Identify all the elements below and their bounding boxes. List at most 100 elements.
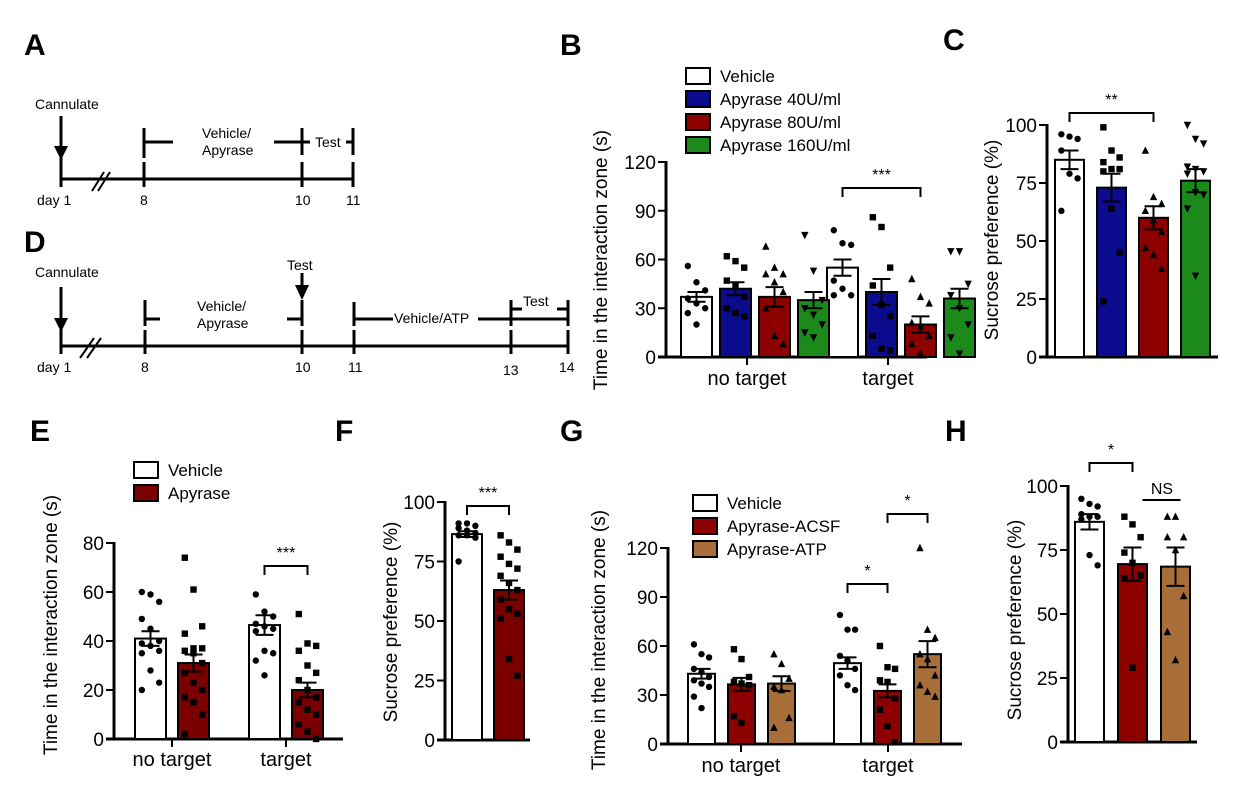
- data-point: [723, 305, 731, 312]
- x-category-label: no target: [702, 755, 781, 777]
- x-category-label: no target: [133, 749, 212, 771]
- data-point: [312, 735, 320, 743]
- data-point: [1086, 551, 1093, 559]
- legend-swatch: [692, 494, 718, 512]
- data-point: [925, 331, 933, 340]
- data-point: [844, 626, 851, 633]
- data-point: [1179, 591, 1188, 600]
- timeline-d: [59, 273, 570, 359]
- y-tick-label: 25: [1037, 669, 1058, 690]
- data-point: [269, 613, 277, 620]
- data-point: [698, 680, 705, 687]
- data-point: [505, 655, 513, 663]
- data-point: [1157, 264, 1166, 273]
- data-point: [1191, 272, 1200, 280]
- data-point: [878, 223, 885, 231]
- significance-label: *: [1108, 442, 1114, 459]
- data-point: [851, 686, 859, 694]
- y-tick-label: 40: [83, 632, 104, 653]
- y-tick-label: 60: [635, 251, 656, 272]
- data-point: [147, 591, 154, 598]
- data-point: [497, 572, 504, 579]
- data-point: [1100, 298, 1107, 305]
- data-point: [908, 318, 916, 327]
- bar: [248, 624, 281, 741]
- legend-swatch: [692, 517, 718, 535]
- data-point: [252, 620, 260, 628]
- data-point: [198, 686, 206, 694]
- data-point: [923, 687, 932, 695]
- data-point: [693, 279, 700, 286]
- data-point: [1078, 495, 1085, 502]
- data-point: [181, 730, 189, 738]
- bar: [1180, 179, 1211, 358]
- legend-label: Apyrase: [168, 484, 230, 503]
- data-point: [1094, 562, 1101, 569]
- chart-panel-h: 0 25 50 75 100 Sucrose preference (%) * NS: [1005, 442, 1197, 754]
- data-point: [878, 345, 885, 353]
- data-point: [155, 647, 163, 654]
- data-point: [886, 313, 894, 320]
- x-category-label: no target: [708, 368, 787, 390]
- data-point: [684, 295, 692, 302]
- data-point: [1163, 627, 1172, 636]
- data-point: [181, 630, 189, 637]
- data-point: [190, 699, 197, 706]
- data-point: [312, 669, 320, 677]
- data-point: [1149, 250, 1158, 259]
- data-point: [908, 274, 916, 283]
- timeline-d-tick-label-3: 11: [348, 359, 363, 375]
- data-point: [505, 605, 513, 613]
- data-point: [869, 332, 877, 340]
- data-point: [698, 704, 705, 712]
- data-point: [931, 692, 939, 700]
- y-tick-label: 0: [1047, 733, 1058, 754]
- data-point: [261, 608, 268, 615]
- data-point: [1066, 170, 1073, 177]
- data-point: [1116, 165, 1123, 173]
- data-point: [836, 672, 844, 679]
- data-point: [801, 329, 809, 337]
- data-point: [514, 546, 521, 553]
- data-point: [818, 296, 826, 305]
- data-point: [947, 334, 955, 342]
- bar: [1054, 158, 1085, 358]
- data-point: [770, 263, 779, 271]
- data-point: [181, 647, 189, 654]
- data-point: [269, 650, 277, 657]
- significance-bracket: [1068, 112, 1155, 122]
- data-point: [732, 309, 739, 317]
- significance-label: ***: [479, 485, 498, 502]
- y-axis-label: Sucrose preference (%): [1005, 520, 1026, 721]
- data-point: [762, 269, 770, 278]
- data-point: [155, 679, 163, 686]
- significance-label: *: [864, 563, 870, 580]
- data-point: [693, 321, 700, 328]
- timeline-a-tick-label-2: 10: [295, 192, 311, 208]
- data-point: [684, 262, 692, 270]
- y-tick-label: 25: [414, 672, 435, 693]
- y-axis-label: Sucrose preference (%): [381, 522, 402, 723]
- legend-label: Apyrase 80U/ml: [720, 113, 841, 132]
- data-point: [738, 719, 745, 726]
- timeline-a-seg1-line1: Vehicle/: [202, 125, 251, 141]
- data-point: [269, 625, 277, 632]
- y-tick-label: 20: [83, 681, 104, 702]
- data-point: [925, 299, 933, 307]
- data-point: [847, 292, 855, 299]
- timeline-d-tick-label-5: 14: [559, 359, 575, 375]
- data-point: [955, 350, 964, 358]
- data-point: [1183, 163, 1192, 171]
- data-point: [1183, 205, 1192, 213]
- data-point: [705, 654, 713, 661]
- data-point: [884, 722, 891, 730]
- data-point: [886, 264, 894, 271]
- data-point: [1074, 175, 1081, 182]
- y-tick-label: 25: [1016, 290, 1037, 311]
- y-tick-label: 90: [637, 588, 658, 609]
- data-point: [1094, 503, 1101, 510]
- y-tick-label: 0: [645, 348, 656, 369]
- data-point: [514, 586, 521, 594]
